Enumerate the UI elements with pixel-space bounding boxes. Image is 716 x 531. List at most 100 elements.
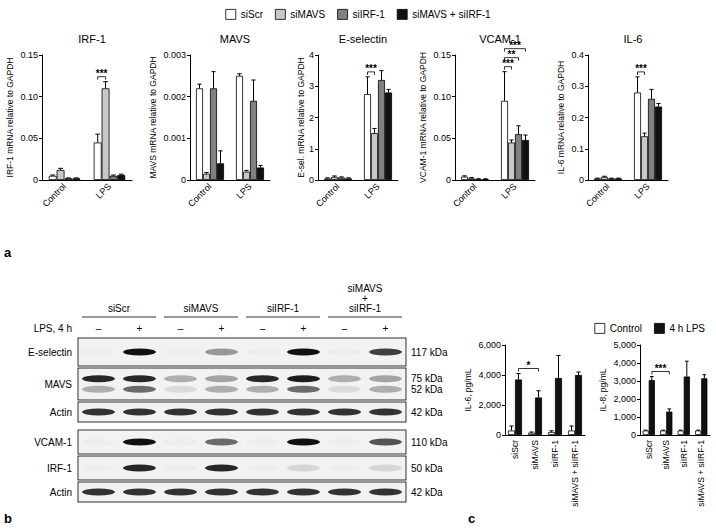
svg-text:IL-6 mRNA relative to GAPDH: IL-6 mRNA relative to GAPDH — [556, 61, 566, 174]
svg-text:***: *** — [365, 63, 377, 74]
svg-text:VCAM-1 mRNA relative to GAPDH: VCAM-1 mRNA relative to GAPDH — [418, 52, 428, 183]
svg-text:3: 3 — [309, 81, 314, 91]
svg-text:0: 0 — [33, 175, 38, 185]
svg-text:LPS: LPS — [632, 181, 651, 200]
svg-text:b: b — [4, 511, 12, 526]
svg-text:IL-8, pg/mL: IL-8, pg/mL — [598, 368, 608, 411]
svg-text:siMAVS: siMAVS — [530, 440, 540, 470]
svg-text:LPS: LPS — [499, 181, 518, 200]
svg-text:Control: Control — [314, 181, 342, 209]
svg-text:–: – — [96, 323, 102, 334]
svg-text:Control: Control — [610, 323, 642, 334]
svg-text:MAVS mRNA relative to GAPDH: MAVS mRNA relative to GAPDH — [148, 56, 158, 178]
svg-text:*: * — [527, 360, 531, 371]
svg-text:siMAVS: siMAVS — [184, 303, 219, 314]
svg-text:2: 2 — [309, 113, 314, 123]
svg-text:siIRF-1: siIRF-1 — [349, 303, 382, 314]
svg-text:siMAVS + siIRF-1: siMAVS + siIRF-1 — [696, 440, 706, 507]
svg-text:1,000: 1,000 — [613, 412, 636, 422]
svg-text:Control: Control — [40, 181, 68, 209]
svg-text:0.05: 0.05 — [20, 133, 38, 143]
svg-text:0.003: 0.003 — [163, 50, 186, 60]
svg-text:0: 0 — [631, 430, 636, 440]
svg-text:3,000: 3,000 — [613, 376, 636, 386]
svg-text:LPS: LPS — [234, 181, 253, 200]
svg-text:42 kDa: 42 kDa — [411, 487, 443, 498]
svg-text:2,000: 2,000 — [478, 400, 501, 410]
svg-text:E-selectin: E-selectin — [28, 347, 72, 358]
svg-text:***: *** — [635, 63, 647, 74]
svg-text:–: – — [260, 323, 266, 334]
svg-text:siIRF-1: siIRF-1 — [267, 303, 300, 314]
svg-text:siMAVS: siMAVS — [661, 440, 671, 470]
svg-text:0.10: 0.10 — [433, 92, 451, 102]
svg-text:siIRF-1: siIRF-1 — [353, 9, 386, 20]
svg-text:LPS: LPS — [94, 181, 113, 200]
svg-text:Actin: Actin — [50, 487, 72, 498]
svg-text:IL-6: IL-6 — [624, 33, 643, 45]
svg-text:+: + — [301, 323, 307, 334]
svg-text:E-selectin: E-selectin — [339, 33, 387, 45]
svg-text:42 kDa: 42 kDa — [411, 407, 443, 418]
svg-text:siScr: siScr — [241, 9, 264, 20]
svg-text:siMAVS + siIRF-1: siMAVS + siIRF-1 — [570, 440, 580, 507]
svg-text:siIRF-1: siIRF-1 — [679, 440, 689, 468]
svg-text:117 kDa: 117 kDa — [411, 347, 448, 358]
svg-text:0.2: 0.2 — [571, 113, 584, 123]
svg-text:Control: Control — [584, 181, 612, 209]
svg-text:–: – — [178, 323, 184, 334]
svg-text:+: + — [362, 293, 368, 304]
svg-text:MAVS: MAVS — [220, 33, 250, 45]
svg-text:0: 0 — [181, 175, 186, 185]
svg-text:75 kDa: 75 kDa — [411, 373, 443, 384]
svg-text:siMAVS: siMAVS — [290, 9, 325, 20]
svg-text:50 kDa: 50 kDa — [411, 463, 443, 474]
svg-text:VCAM-1: VCAM-1 — [34, 437, 72, 448]
svg-text:+: + — [137, 323, 143, 334]
svg-text:0: 0 — [309, 175, 314, 185]
svg-text:***: *** — [655, 363, 667, 374]
svg-text:0.4: 0.4 — [571, 50, 584, 60]
svg-text:Actin: Actin — [50, 407, 72, 418]
svg-text:MAVS: MAVS — [44, 379, 72, 390]
svg-text:5,000: 5,000 — [613, 340, 636, 350]
svg-text:siScr: siScr — [108, 303, 131, 314]
svg-text:0.002: 0.002 — [163, 92, 186, 102]
svg-text:4,000: 4,000 — [613, 358, 636, 368]
svg-text:siScr: siScr — [510, 440, 520, 459]
svg-text:IRF-1: IRF-1 — [47, 463, 72, 474]
svg-text:0: 0 — [446, 175, 451, 185]
svg-text:2,000: 2,000 — [613, 394, 636, 404]
svg-text:***: *** — [96, 68, 108, 79]
svg-text:0: 0 — [496, 430, 501, 440]
svg-text:110 kDa: 110 kDa — [411, 437, 448, 448]
svg-text:siMAVS + siIRF-1: siMAVS + siIRF-1 — [412, 9, 491, 20]
svg-text:a: a — [4, 245, 12, 260]
svg-text:0: 0 — [579, 175, 584, 185]
svg-text:4: 4 — [309, 50, 314, 60]
svg-text:+: + — [383, 323, 389, 334]
svg-text:0.001: 0.001 — [163, 133, 186, 143]
svg-text:siMAVS: siMAVS — [348, 283, 383, 294]
svg-text:0.10: 0.10 — [20, 92, 38, 102]
svg-text:0.3: 0.3 — [571, 81, 584, 91]
svg-text:VCAM-1: VCAM-1 — [479, 33, 521, 45]
svg-text:1: 1 — [309, 144, 314, 154]
svg-text:siIRF-1: siIRF-1 — [550, 440, 560, 468]
svg-text:+: + — [219, 323, 225, 334]
svg-text:4 h LPS: 4 h LPS — [669, 323, 705, 334]
svg-text:LPS, 4 h: LPS, 4 h — [34, 323, 72, 334]
svg-text:0.15: 0.15 — [433, 50, 451, 60]
svg-text:0.15: 0.15 — [20, 50, 38, 60]
svg-text:IRF-1 mRNA relative to GAPDH: IRF-1 mRNA relative to GAPDH — [5, 58, 15, 178]
svg-text:IL-6, pg/mL: IL-6, pg/mL — [463, 368, 473, 411]
svg-text:IRF-1: IRF-1 — [78, 33, 106, 45]
svg-text:Control: Control — [451, 181, 479, 209]
svg-text:Control: Control — [186, 181, 214, 209]
svg-text:E-sel. mRNA relative to GAPDH: E-sel. mRNA relative to GAPDH — [296, 57, 306, 177]
svg-text:6,000: 6,000 — [478, 340, 501, 350]
svg-text:LPS: LPS — [362, 181, 381, 200]
svg-text:4,000: 4,000 — [478, 370, 501, 380]
svg-text:0.05: 0.05 — [433, 133, 451, 143]
svg-text:52 kDa: 52 kDa — [411, 384, 443, 395]
